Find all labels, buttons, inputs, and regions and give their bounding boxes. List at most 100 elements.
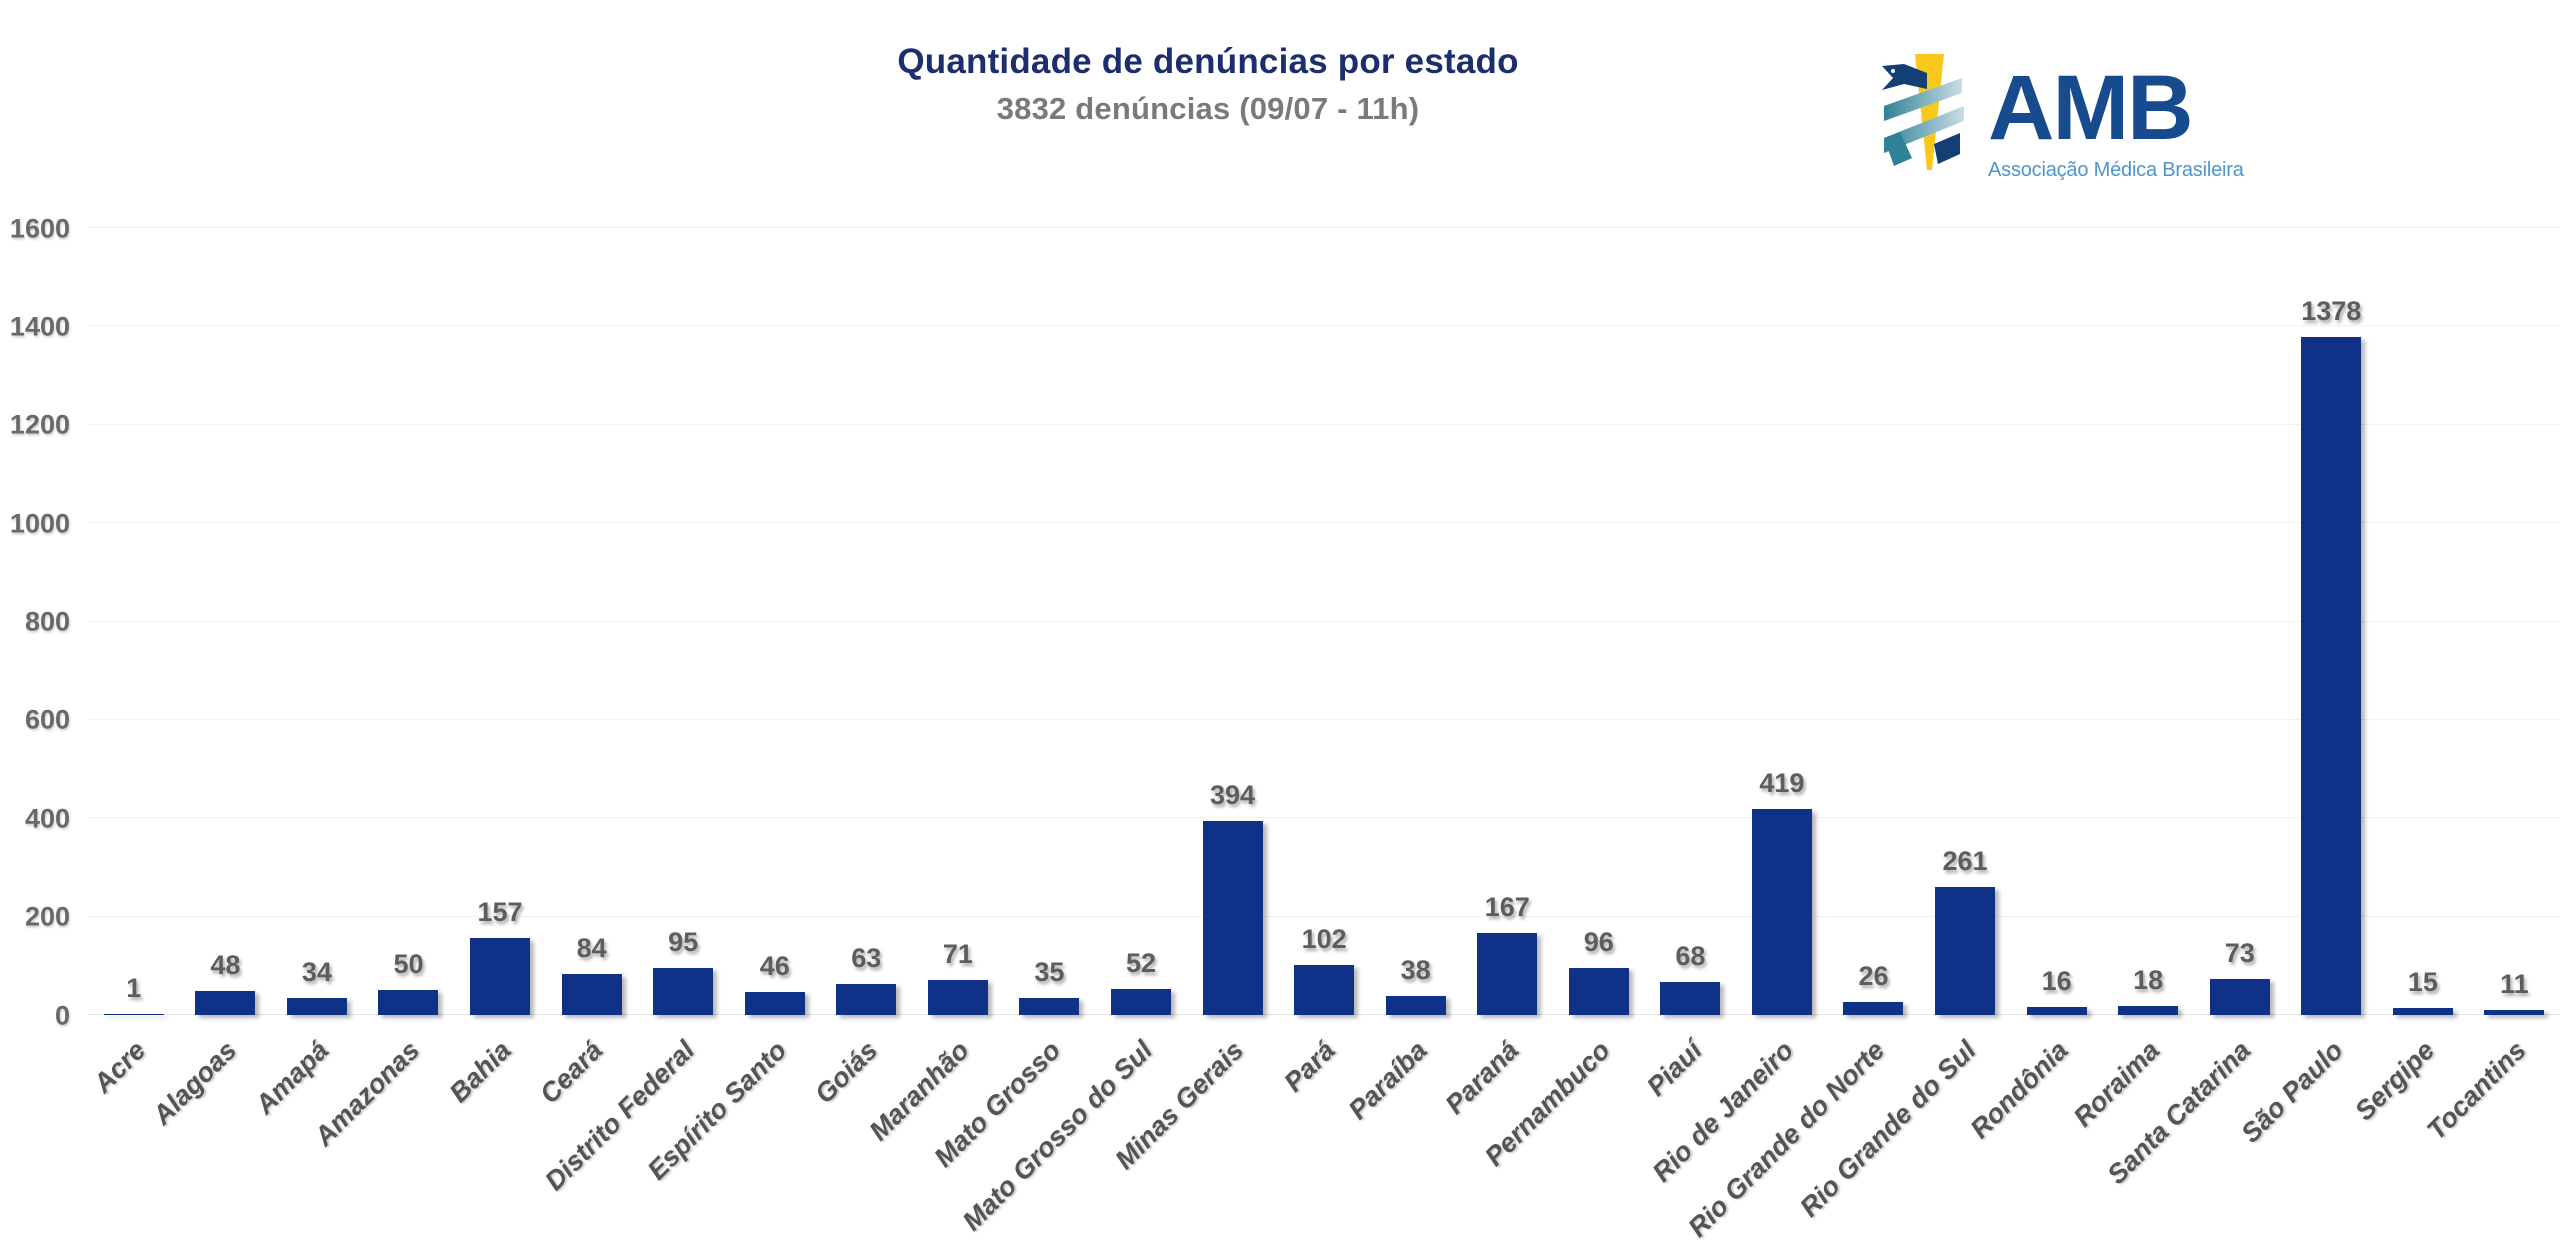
bar-group-parana: 167 xyxy=(1461,228,1553,1015)
y-axis-tick-label: 400 xyxy=(24,803,70,834)
bar-value-label-roraima: 18 xyxy=(2133,965,2164,995)
bar-group-rio-grande-do-sul: 261 xyxy=(1919,228,2011,1015)
x-axis-label-sergipe: Sergipe xyxy=(2348,1035,2440,1127)
x-axis-label-alagoas: Alagoas xyxy=(147,1035,243,1131)
bar-minas-gerais xyxy=(1202,821,1263,1015)
x-axis-label-amapa: Amapá xyxy=(249,1035,335,1120)
bar-sergipe xyxy=(2392,1008,2453,1015)
bar-group-tocantins: 11 xyxy=(2469,228,2560,1015)
bar-value-label-mato-grosso: 35 xyxy=(1034,957,1065,987)
bar-value-label-amazonas: 50 xyxy=(393,949,424,979)
bar-rio-grande-do-sul xyxy=(1935,887,1996,1015)
bar-value-label-espirito-santo: 46 xyxy=(759,951,790,981)
bar-acre xyxy=(103,1014,164,1015)
bar-mato-grosso-do-sul xyxy=(1110,989,1171,1015)
bar-value-label-para: 102 xyxy=(1301,924,1347,954)
gridline-1400 xyxy=(88,325,2560,327)
bar-group-rondonia: 16 xyxy=(2011,228,2103,1015)
bar-group-mato-grosso: 35 xyxy=(1004,228,1096,1015)
x-axis-labels: Acre Alagoas Amapá Amazonas Bahia Ceará Distri… xyxy=(87,1027,2560,1250)
bar-group-rio-grande-do-norte: 26 xyxy=(1828,228,1920,1015)
amb-logo-text: AMB Associação Médica Brasileira xyxy=(1988,57,2244,182)
bar-ceara xyxy=(561,974,622,1015)
y-axis-tick-label: 200 xyxy=(24,901,70,932)
x-axis-label-para: Pará xyxy=(1278,1035,1342,1098)
bar-group-mato-grosso-do-sul: 52 xyxy=(1095,228,1187,1015)
bar-value-label-tocantins: 11 xyxy=(2500,969,2529,999)
x-axis-label-goias: Goiás xyxy=(809,1035,884,1110)
bar-value-label-ceara: 84 xyxy=(576,933,607,963)
y-axis-tick-label: 1400 xyxy=(9,311,70,342)
bar-value-label-bahia: 157 xyxy=(477,897,523,927)
bar-value-label-goias: 63 xyxy=(851,943,882,973)
bar-group-espirito-santo: 46 xyxy=(729,228,821,1015)
x-axis-label-piaui: Piauí xyxy=(1640,1035,1708,1102)
bar-group-rio-de-janeiro: 419 xyxy=(1736,228,1828,1015)
x-axis-label-ceara: Ceará xyxy=(534,1035,609,1110)
bar-value-label-sergipe: 15 xyxy=(2407,967,2438,997)
bar-value-label-pernambuco: 96 xyxy=(1583,927,1614,957)
bar-tocantins xyxy=(2484,1010,2545,1015)
bar-group-bahia: 157 xyxy=(454,228,546,1015)
bar-group-minas-gerais: 394 xyxy=(1187,228,1279,1015)
bar-group-amapa: 34 xyxy=(271,228,363,1015)
bar-value-label-mato-grosso-do-sul: 52 xyxy=(1125,948,1156,978)
amb-logo-acronym: AMB xyxy=(1988,57,2194,159)
y-axis-tick-label: 1200 xyxy=(9,409,70,440)
gridline-1600 xyxy=(88,227,2560,228)
bar-rio-grande-do-norte xyxy=(1843,1002,1904,1015)
y-axis-tick-label: 1600 xyxy=(9,213,70,243)
bar-paraiba xyxy=(1385,996,1446,1015)
bar-value-label-minas-gerais: 394 xyxy=(1210,780,1256,810)
amb-caduceus-icon xyxy=(1882,54,1964,170)
gridline-200 xyxy=(88,915,2560,917)
bar-value-label-distrito-federal: 95 xyxy=(668,927,699,957)
gridline-600 xyxy=(88,718,2560,720)
gridline-1000 xyxy=(88,522,2560,524)
bar-value-label-piaui: 68 xyxy=(1675,941,1706,971)
y-axis-tick-label: 0 xyxy=(54,1000,70,1030)
bar-rio-de-janeiro xyxy=(1751,809,1812,1015)
bar-distrito-federal xyxy=(653,968,714,1015)
bar-group-amazonas: 50 xyxy=(363,228,455,1015)
y-axis-tick-label: 600 xyxy=(24,704,70,735)
bar-amapa xyxy=(286,998,347,1015)
bar-group-para: 102 xyxy=(1278,228,1370,1015)
bar-group-alagoas: 48 xyxy=(180,228,272,1015)
bar-chart-plot-area: 0 200 400 600 800 1000 1200 1400 1600 1 48 34 50 157… xyxy=(10,213,2560,1030)
bar-pernambuco xyxy=(1568,968,1629,1015)
bar-group-pernambuco: 96 xyxy=(1553,228,1645,1015)
bar-value-label-santa-catarina: 73 xyxy=(2224,938,2255,968)
bar-value-label-acre: 1 xyxy=(126,973,142,1003)
bar-bahia xyxy=(470,938,531,1015)
bar-value-label-alagoas: 48 xyxy=(210,950,241,980)
x-axis-label-tocantins: Tocantins xyxy=(2420,1035,2532,1146)
bar-amazonas xyxy=(378,990,439,1015)
bar-value-label-parana: 167 xyxy=(1484,892,1530,922)
page-title: Quantidade de denúncias por estado xyxy=(897,42,1519,81)
gridline-1200 xyxy=(88,423,2560,425)
x-axis-label-rondonia: Rondônia xyxy=(1964,1035,2074,1145)
bar-group-goias: 63 xyxy=(821,228,913,1015)
bar-value-label-sao-paulo: 1378 xyxy=(2301,296,2362,326)
bar-espirito-santo xyxy=(744,992,805,1015)
amb-logo: AMB Associação Médica Brasileira xyxy=(1880,40,2244,182)
x-axis-label-rio-grande-do-sul: Rio Grande do Sul xyxy=(1794,1035,1983,1223)
bar-maranhao xyxy=(927,980,988,1015)
bar-alagoas xyxy=(195,991,256,1015)
bar-value-label-rio-de-janeiro: 419 xyxy=(1759,768,1805,798)
bar-value-label-rio-grande-do-norte: 26 xyxy=(1858,961,1889,991)
bar-series: 1 48 34 50 157 84 95 46 63 71 35 52 394 102 38 167 96 68 4… xyxy=(88,228,2560,1015)
bar-group-maranhao: 71 xyxy=(912,228,1004,1015)
bar-group-piaui: 68 xyxy=(1645,228,1737,1015)
bar-parana xyxy=(1477,933,1538,1015)
bar-value-label-rio-grande-do-sul: 261 xyxy=(1942,846,1988,876)
x-axis-label-paraiba: Paraíba xyxy=(1342,1035,1433,1126)
gridline-400 xyxy=(88,817,2560,819)
bar-value-label-paraiba: 38 xyxy=(1400,955,1431,985)
bar-piaui xyxy=(1660,982,1721,1015)
bar-value-label-amapa: 34 xyxy=(301,957,332,987)
x-axis-label-parana: Paraná xyxy=(1439,1035,1525,1120)
bar-group-roraima: 18 xyxy=(2102,228,2194,1015)
bar-group-paraiba: 38 xyxy=(1370,228,1462,1015)
